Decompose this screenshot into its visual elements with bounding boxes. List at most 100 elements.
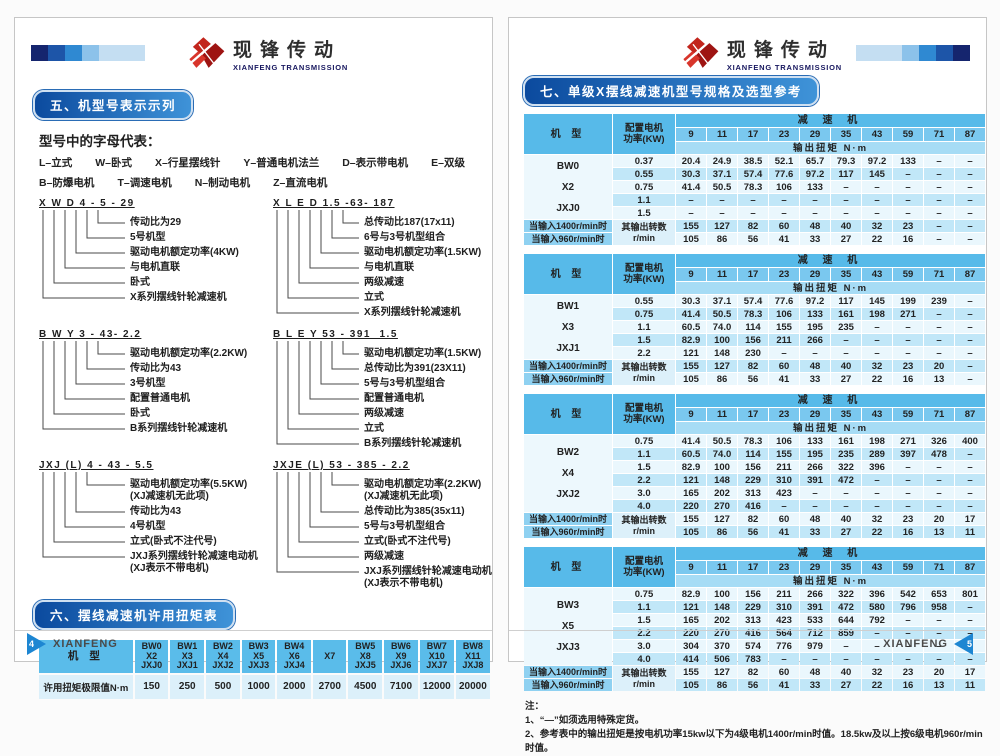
speed-label-cell: 当输入1400r/min时 bbox=[524, 666, 612, 678]
ratio-header-cell: 11 bbox=[707, 268, 737, 281]
footer-brand: XIANFENG bbox=[53, 637, 118, 650]
value-cell: – bbox=[955, 461, 985, 473]
value-cell: – bbox=[893, 474, 923, 486]
value-cell: 56 bbox=[738, 373, 768, 385]
page-number: 5 bbox=[966, 638, 972, 649]
power-cell: 0.75 bbox=[613, 181, 675, 193]
value-cell: – bbox=[738, 207, 768, 219]
value-cell: 48 bbox=[800, 360, 830, 372]
table-row: 输出扭矩 N·m bbox=[524, 575, 985, 587]
power-cell: 1.5 bbox=[613, 461, 675, 473]
note-line: 注： bbox=[525, 701, 545, 712]
value-cell: – bbox=[862, 334, 892, 346]
brand-logo: 现锋传动 XIANFENG TRANSMISSION bbox=[679, 32, 842, 74]
legend-row-1: L–立式 W–卧式 X–行星摆线针 Y–普通电机法兰 D–表示带电机 E–双级 bbox=[39, 155, 492, 170]
header-cell: BW5 X8 JXJ5 bbox=[348, 640, 383, 673]
value-cell: – bbox=[893, 640, 923, 652]
left-page-header: 现锋传动 XIANFENG TRANSMISSION bbox=[15, 18, 492, 74]
code-callout: JXJ系列摆线针轮减速电动机 (XJ表示不带电机) bbox=[130, 551, 258, 574]
right-page-header: 现锋传动 XIANFENG TRANSMISSION bbox=[509, 18, 986, 74]
model-code: JXJ (L) 4 - 43 - 5.5 bbox=[39, 460, 154, 471]
value-cell: 40 bbox=[831, 360, 861, 372]
value-cell: 33 bbox=[800, 526, 830, 538]
value-cell: 783 bbox=[738, 653, 768, 665]
value-cell: 86 bbox=[707, 233, 737, 245]
value-cell: 979 bbox=[800, 640, 830, 652]
code-callout: 5号与3号机型组合 bbox=[364, 521, 446, 532]
brand-name-cn: 现锋传动 bbox=[233, 39, 342, 61]
ratio-header-cell: 29 bbox=[800, 561, 830, 574]
value-cell: 792 bbox=[862, 614, 892, 626]
value-cell: – bbox=[955, 360, 985, 372]
table-row: BW2 X4 JXJ2 0.75 41.4 50.5 78.3 106 133 161 198 2… bbox=[524, 435, 985, 512]
table-row: BW3 X5 JXJ3 0.75 82.9 100 156 211 266 322 396 542… bbox=[524, 588, 985, 665]
ratio-header-cell: 29 bbox=[800, 128, 830, 141]
legend-item: L–立式 bbox=[39, 157, 73, 169]
value-cell: 48 bbox=[800, 220, 830, 232]
value-cell: 165 bbox=[676, 487, 706, 499]
value-cell: – bbox=[862, 640, 892, 652]
value-cell: – bbox=[924, 614, 954, 626]
legend-title: 型号中的字母代表： bbox=[39, 134, 161, 149]
value-cell: – bbox=[955, 474, 985, 486]
header-cell: BW0 X2 JXJ0 bbox=[134, 640, 169, 673]
diagram-bwy: B W Y 3 - 43- 2.2 驱动电机额定功率(2.2KW) 传动比为43 3号… bbox=[35, 329, 267, 441]
value-cell: 22 bbox=[862, 233, 892, 245]
callout-lines-icon bbox=[276, 472, 359, 573]
value-cell: – bbox=[800, 500, 830, 512]
ratio-header-cell: 9 bbox=[676, 561, 706, 574]
ratio-header-cell: 17 bbox=[738, 128, 768, 141]
ratio-header-cell: 23 bbox=[769, 561, 799, 574]
value-cell: 32 bbox=[862, 220, 892, 232]
value-cell: – bbox=[924, 194, 954, 206]
value-cell: – bbox=[955, 155, 985, 167]
table-row: 4.0 414 506 783– – – – – – – bbox=[524, 653, 985, 665]
spec-table-3: 机 型配置电机 功率(KW) 减 速 机 9 11 17 23 29 35 43 59 71 87 输出… bbox=[523, 546, 986, 692]
diagram-jxj: JXJ (L) 4 - 43 - 5.5 驱动电机额定功率(5.5KW) (XJ减速… bbox=[35, 460, 267, 581]
value-cell: 271 bbox=[893, 308, 923, 320]
reducer-header-cell: 减 速 机 bbox=[676, 394, 985, 407]
speed-mid-cell: 其输出转数r/min bbox=[613, 513, 675, 538]
value-cell: – bbox=[800, 487, 830, 499]
value-cell: 211 bbox=[769, 334, 799, 346]
value-cell: 40 bbox=[831, 220, 861, 232]
value-cell: – bbox=[707, 194, 737, 206]
value-cell: – bbox=[676, 207, 706, 219]
value-cell: 127 bbox=[707, 666, 737, 678]
value-cell: 133 bbox=[800, 181, 830, 193]
brand-text: 现锋传动 XIANFENG TRANSMISSION bbox=[727, 35, 842, 72]
value-cell: 32 bbox=[862, 666, 892, 678]
table-row: 机 型配置电机 功率(KW) 减 速 机 bbox=[524, 547, 985, 587]
value-cell: 229 bbox=[738, 601, 768, 613]
value-cell: – bbox=[831, 181, 861, 193]
value-cell: 2000 bbox=[277, 674, 312, 699]
callout-lines-icon bbox=[276, 210, 359, 314]
table-row: 当输入1400r/min时 其输出转数r/min 155 127 82 60 48 40 32 2… bbox=[524, 666, 985, 691]
code-callout: 立式(卧式不注代号) bbox=[130, 536, 217, 547]
value-cell: 370 bbox=[707, 640, 737, 652]
value-cell: – bbox=[924, 461, 954, 473]
value-cell: 20 bbox=[924, 360, 954, 372]
code-callout: X系列摆线针轮减速机 bbox=[130, 292, 227, 303]
value-cell: 133 bbox=[893, 155, 923, 167]
ratio-header-cell: 9 bbox=[676, 128, 706, 141]
ratio-header-cell: 17 bbox=[738, 268, 768, 281]
value-cell: 23 bbox=[893, 666, 923, 678]
value-cell: 472 bbox=[831, 601, 861, 613]
code-callout: 总传动比为391(23X11) bbox=[364, 363, 466, 374]
value-cell: 148 bbox=[707, 474, 737, 486]
value-cell: – bbox=[831, 640, 861, 652]
value-cell: 82 bbox=[738, 513, 768, 525]
value-cell: 97.2 bbox=[800, 295, 830, 307]
value-cell: 155 bbox=[676, 360, 706, 372]
diagram-xled: X L E D 1.5 -63- 187 总传动比187(17x11) 6号与3号机… bbox=[269, 198, 499, 325]
value-cell: – bbox=[862, 194, 892, 206]
ratio-header-cell: 29 bbox=[800, 408, 830, 421]
code-callout: 总传动比187(17x11) bbox=[364, 217, 455, 228]
value-cell: 27 bbox=[831, 526, 861, 538]
code-callout: B系列摆线针轮减速机 bbox=[130, 423, 228, 434]
speed-label-cell: 当输入960r/min时 bbox=[524, 373, 612, 385]
code-callout: 与电机直联 bbox=[364, 262, 414, 273]
value-cell: 195 bbox=[800, 321, 830, 333]
speed-label-cell: 当输入1400r/min时 bbox=[524, 220, 612, 232]
